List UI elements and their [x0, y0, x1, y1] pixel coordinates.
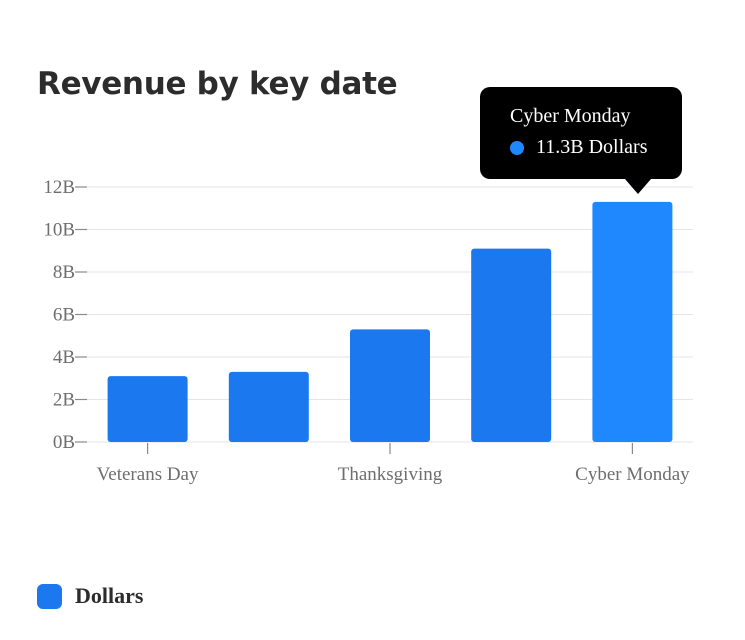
tooltip-arrow	[625, 179, 651, 194]
y-tick-label: 12B	[43, 177, 75, 198]
bar[interactable]	[107, 376, 188, 442]
legend-label: Dollars	[75, 583, 144, 608]
bar[interactable]	[350, 329, 430, 442]
bar[interactable]	[471, 248, 552, 442]
y-tick-label: 4B	[53, 347, 75, 368]
x-tick-label: Thanksgiving	[338, 464, 443, 485]
x-tick-label: Cyber Monday	[575, 464, 690, 485]
tooltip-series-dot-icon	[510, 141, 524, 155]
bar[interactable]	[228, 371, 309, 442]
tooltip: Cyber Monday 11.3B Dollars	[480, 87, 682, 179]
tooltip-title: Cyber Monday	[510, 105, 631, 127]
legend[interactable]: Dollars	[37, 583, 143, 609]
y-tick-label: 8B	[53, 262, 75, 283]
x-tick-label: Veterans Day	[97, 464, 199, 485]
y-tick-label: 6B	[53, 305, 75, 326]
y-tick-label: 0B	[53, 432, 75, 453]
bar[interactable]	[592, 201, 673, 442]
y-tick-label: 2B	[53, 390, 75, 411]
chart-title: Revenue by key date	[37, 66, 398, 102]
tooltip-value: 11.3B Dollars	[536, 136, 648, 158]
y-tick-label: 10B	[43, 220, 75, 241]
x-axis: Veterans Day Thanksgiving Cyber Monday	[97, 443, 690, 485]
legend-swatch-icon	[37, 583, 62, 609]
bars	[107, 201, 673, 442]
y-axis: 0B 2B 4B 6B 8B 10B 12B	[43, 177, 87, 453]
